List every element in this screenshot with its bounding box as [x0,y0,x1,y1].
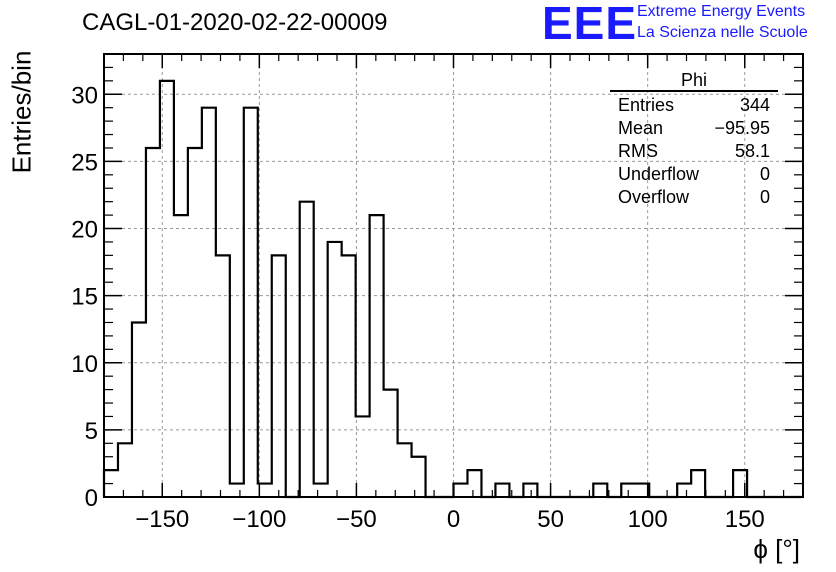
x-axis-label: ϕ [°] [753,534,800,564]
y-tick-label: 0 [85,485,98,512]
stats-value: 58.1 [734,141,770,161]
stats-title: Phi [610,70,778,92]
tick-labels: −150 −100 −50 0 50 100 150 0 5 10 15 20 25 30 [71,82,764,533]
histogram-bin [691,470,705,497]
stats-value: 344 [739,95,770,115]
histogram-bin [272,255,286,497]
histogram-bin [342,255,356,497]
histogram-bin [398,443,412,497]
y-tick-label: 5 [85,418,98,445]
histogram-bin [132,322,146,497]
x-tick-label: 50 [537,506,564,533]
stats-row-entries: Entries 344 [610,94,778,117]
eee-logo: EEE [542,0,638,49]
axis-ticks [104,54,803,498]
logo-text-line1: Extreme Energy Events [637,3,806,20]
stats-value: 0 [759,164,770,184]
x-tick-label: 100 [628,506,668,533]
histogram-bin [188,148,202,497]
y-tick-label: 15 [71,284,98,311]
stats-label: Underflow [618,164,700,184]
stats-label: Overflow [618,187,690,207]
stats-row-underflow: Underflow 0 [610,163,778,186]
stats-label: Entries [618,95,675,115]
histogram-bin [118,443,132,497]
logo-text-line2: La Scienza nelle Scuole [637,24,808,41]
chart-title: CAGL-01-2020-02-22-00009 [82,9,388,36]
plot-frame [103,53,804,498]
histogram-bin [384,390,398,497]
y-tick-label: 30 [71,82,98,109]
stats-value: −95.95 [714,118,770,138]
histogram-bin [412,457,426,497]
stats-label: Mean [618,118,664,138]
x-tick-label: 150 [725,506,765,533]
stats-box: Phi Entries 344 Mean −95.95 RMS 58.1 Und… [610,70,778,209]
stats-label: RMS [618,141,658,161]
x-tick-label: −150 [135,506,189,533]
histogram-bin [174,215,188,497]
histogram-bin [202,108,216,497]
histogram-bin [216,255,230,497]
stats-row-rms: RMS 58.1 [610,140,778,163]
y-tick-label: 10 [71,351,98,378]
histogram-bin [146,148,160,497]
histogram-bin [677,484,691,497]
stats-row-overflow: Overflow 0 [610,186,778,209]
y-tick-label: 25 [71,149,98,176]
histogram-bin [370,215,384,497]
histogram-bin [467,470,481,497]
stats-row-mean: Mean −95.95 [610,117,778,140]
histogram-bin [328,242,342,497]
histogram-bin [356,416,370,497]
y-axis-label: Entries/bin [6,50,37,174]
x-tick-label: 0 [447,506,460,533]
histogram-bin [495,484,509,497]
histogram-bin [230,484,244,497]
histogram-bin [454,484,468,497]
histogram-bin [300,202,314,497]
stats-value: 0 [759,187,770,207]
histogram-bin [244,108,258,497]
x-tick-label: −100 [232,506,286,533]
histogram-bin [314,484,328,497]
x-tick-label: −50 [336,506,377,533]
histogram-bin [523,484,537,497]
y-tick-label: 20 [71,217,98,244]
histogram-bin [593,484,607,497]
